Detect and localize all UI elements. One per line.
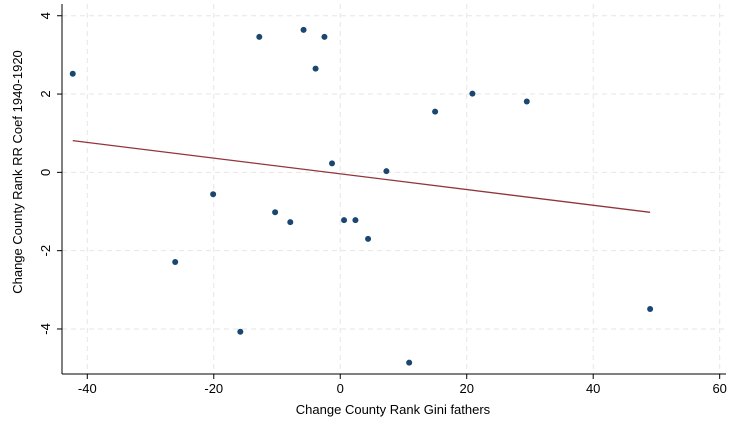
point: [272, 209, 279, 216]
point: [352, 217, 359, 224]
y-tick-label: 0: [38, 169, 53, 176]
y-tick-label: -4: [38, 323, 53, 335]
y-tick-label: 4: [38, 12, 53, 19]
point: [256, 33, 263, 40]
x-tick-label: 60: [712, 381, 726, 396]
point: [69, 70, 76, 77]
x-tick-label: 0: [337, 381, 344, 396]
point: [312, 65, 319, 72]
point: [432, 108, 439, 115]
y-tick-label: -2: [38, 245, 53, 257]
point: [365, 235, 372, 242]
x-tick-label: -20: [204, 381, 223, 396]
point: [300, 26, 307, 33]
y-axis-label: Change County Rank RR Coef 1940-1920: [10, 50, 25, 294]
point: [321, 33, 328, 40]
point: [383, 168, 390, 175]
x-tick-label: -40: [78, 381, 97, 396]
point: [341, 217, 348, 224]
point: [523, 98, 530, 105]
x-axis-label: Change County Rank Gini fathers: [296, 402, 491, 417]
point: [469, 90, 476, 97]
fit-line: [72, 140, 651, 213]
point: [210, 191, 217, 198]
point: [406, 359, 413, 366]
point: [287, 219, 294, 226]
point: [172, 259, 179, 266]
point: [329, 160, 336, 167]
point: [647, 306, 654, 313]
y-tick-label: 2: [38, 90, 53, 97]
x-tick-label: 40: [586, 381, 600, 396]
point: [237, 328, 244, 335]
x-tick-label: 20: [459, 381, 473, 396]
